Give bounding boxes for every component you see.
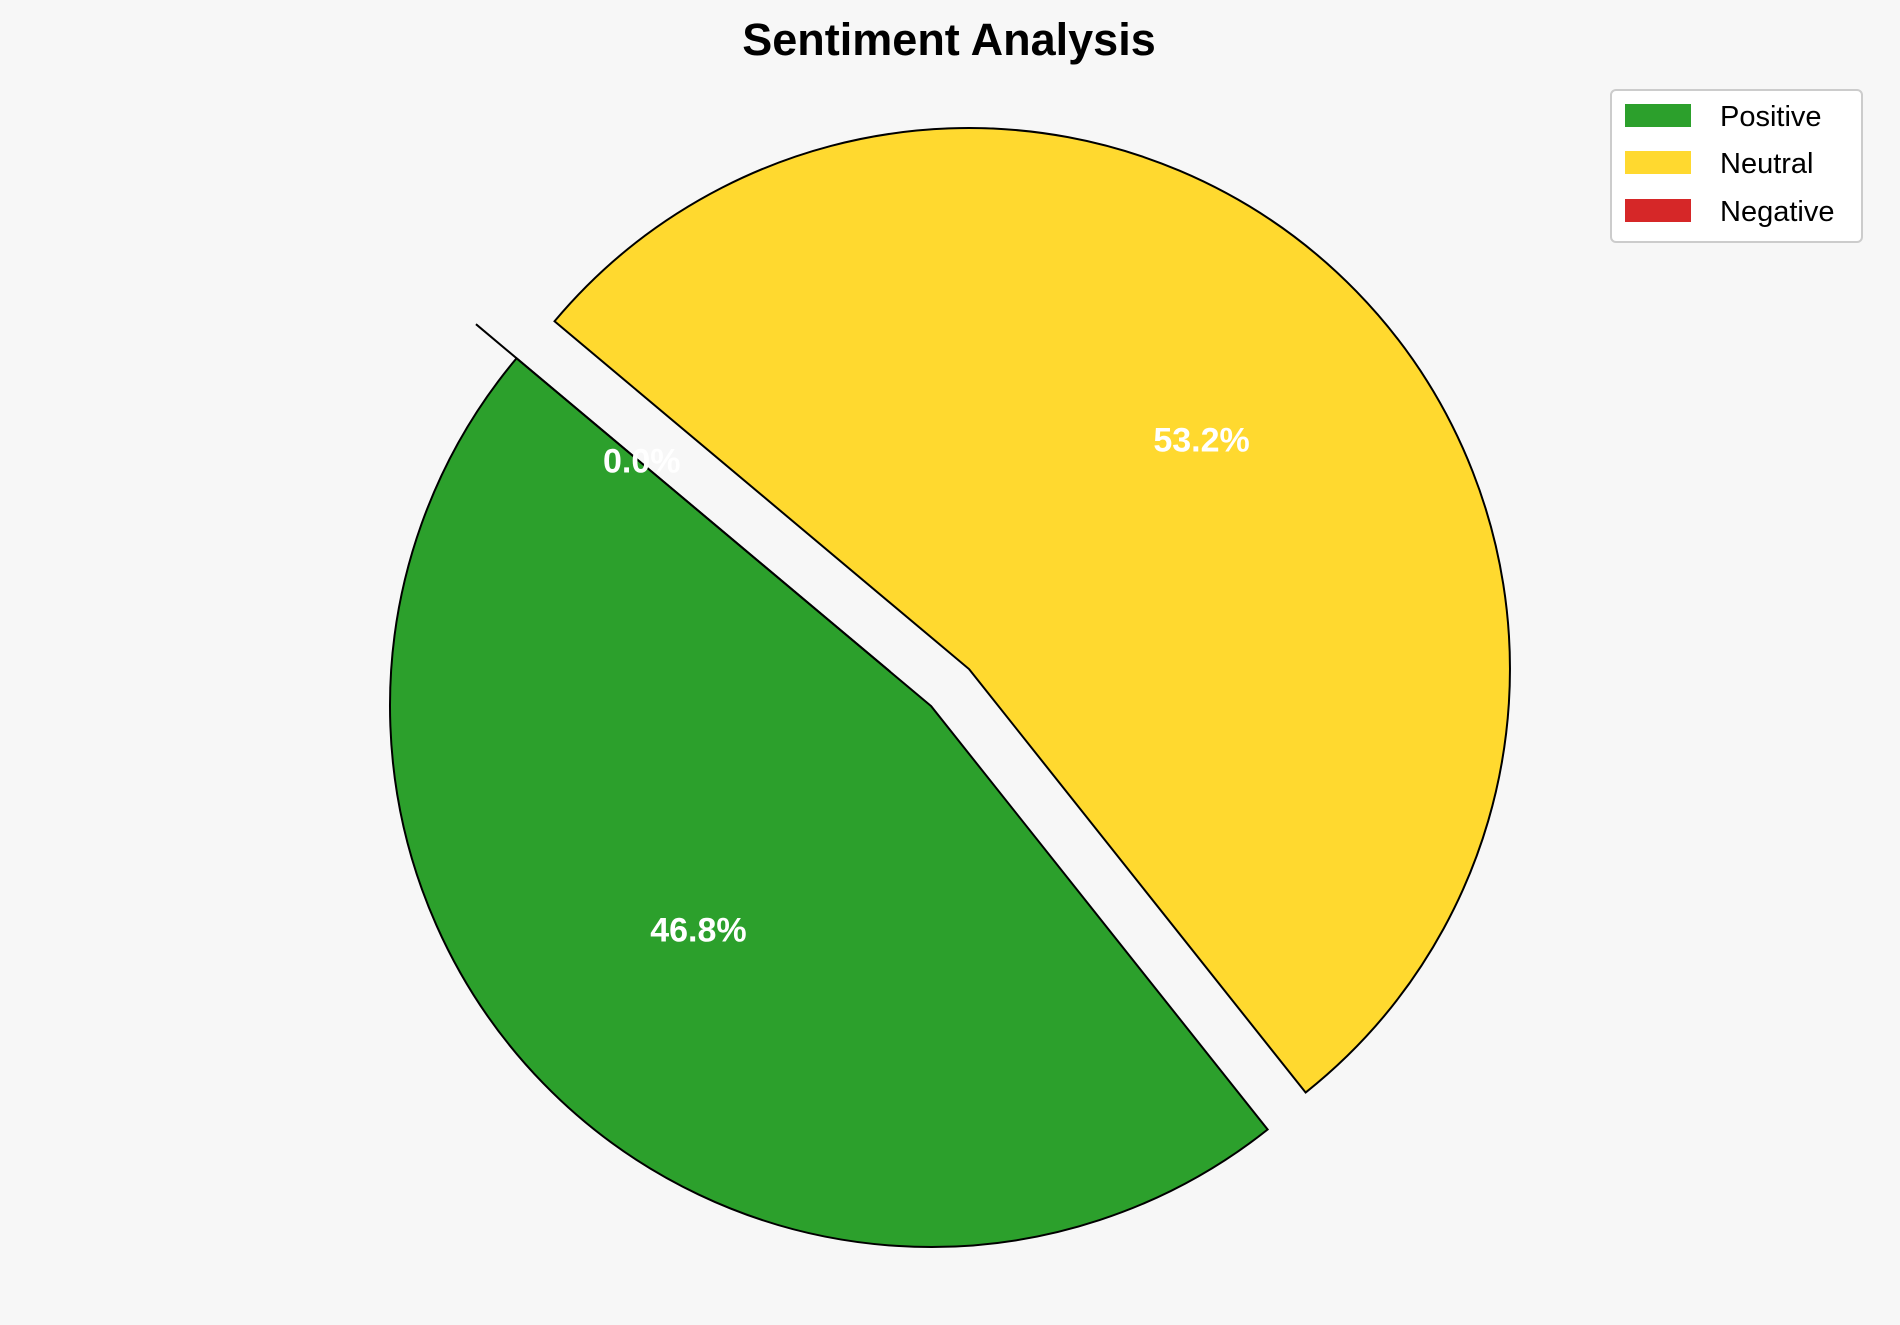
legend-label-negative: Negative [1720,196,1834,228]
chart-title: Sentiment Analysis [742,14,1155,65]
legend: Positive Neutral Negative [1610,89,1863,243]
legend-label-positive: Positive [1720,101,1822,133]
pie-slice-negative [475,323,892,673]
pie-labels: 46.8% 53.2% 0.0% [603,422,1250,950]
legend-swatch-neutral [1625,151,1691,174]
pie-label-negative: 0.0% [603,442,681,480]
legend-swatch-positive [1625,104,1691,127]
pie-slice-positive [389,356,1270,1248]
legend-swatch-negative [1625,199,1691,222]
pie-label-positive: 46.8% [650,911,746,949]
pie-label-neutral: 53.2% [1153,422,1249,460]
legend-label-neutral: Neutral [1720,148,1814,180]
pie-slices [389,127,1511,1248]
pie-slice-neutral [553,127,1511,1094]
